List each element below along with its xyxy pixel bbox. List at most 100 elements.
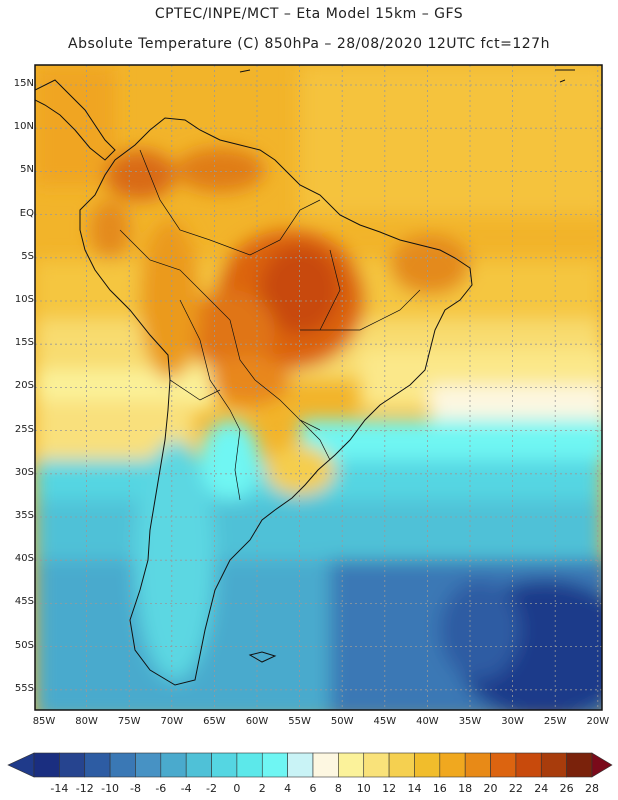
field-hot-venezuela [175,148,265,192]
lon-label: 25W [543,716,567,727]
colorbar-label: -8 [129,782,141,795]
lon-label: 75W [117,716,141,727]
colorbar-label: 28 [585,782,599,795]
lon-label: 80W [75,716,98,727]
colorbar-label: -2 [206,782,218,795]
temperature-field [35,65,602,710]
colorbar-label: -10 [101,782,120,795]
lon-label: 55W [288,716,311,727]
field-band-atl-25s [430,385,602,420]
colorbar-label: -12 [75,782,94,795]
colorbar-low-arrow [7,752,35,778]
colorbar-swatch [59,752,86,778]
colorbar-swatch [109,752,136,778]
colorbar-label: 10 [356,782,371,795]
chart-title-line1: CPTEC/INPE/MCT – Eta Model 15km – GFS [154,6,464,22]
chart-title-line2: Absolute Temperature (C) 850hPa – 28/08/… [68,36,550,52]
caribbean-islands [239,69,575,83]
lat-label: 50S [14,639,34,651]
field-hot-colombia [105,150,175,200]
lon-label: 70W [160,716,184,727]
colorbar-label: 12 [382,782,397,795]
lat-label: 45S [14,596,34,608]
lat-label: EQ [19,207,34,219]
lat-label: 30S [14,466,34,478]
lon-label: 20W [586,716,610,727]
colorbar-swatch [363,752,390,778]
colorbar-swatch [211,752,238,778]
lat-label: 5S [21,250,34,262]
colorbar-swatch [312,752,339,778]
lat-label: 55S [14,682,34,694]
central-america-coast [35,79,116,161]
colorbar-swatch [33,752,60,778]
colorbar-high-arrow [591,752,613,778]
lat-label: 15S [14,337,34,349]
colorbar-label: 22 [508,782,523,795]
colorbar-swatch [388,752,415,778]
lon-label: 40W [416,716,439,727]
coastlines [35,69,575,686]
colorbar-swatch [439,752,466,778]
field-atl-28s [300,420,602,460]
field-pampas-cool [200,420,260,500]
colorbar-label: 18 [458,782,473,795]
colorbar [7,752,613,778]
lat-label: 10N [13,121,34,133]
colorbar-swatch [287,752,314,778]
lon-label: 45W [373,716,397,727]
field-pacific-north [35,65,115,185]
colorbar-swatch [84,752,111,778]
falklands [248,651,277,663]
colorbar-label: 4 [284,782,292,795]
colorbar-label: 24 [534,782,549,795]
colorbar-label: 16 [432,782,447,795]
lon-label: 35W [458,716,482,727]
lat-label: 35S [14,510,34,521]
field-hot-ne-brazil [390,235,470,295]
lat-label: 10S [14,294,34,305]
colorbar-label: -4 [180,782,192,795]
field-warm-andes-east [140,220,200,380]
field-hot-paraguay [210,355,290,405]
lon-label: 65W [203,716,226,727]
colorbar-label: -6 [155,782,167,795]
colorbar-swatch [185,752,212,778]
country-borders [119,149,421,501]
south-america-coast [79,117,473,686]
colorbar-swatch [566,752,593,778]
field-hot-bolivia [185,290,275,370]
lat-label: 40S [14,553,34,565]
colorbar-swatch [160,752,187,778]
field-north-atlantic [300,65,602,215]
colorbar-swatch [338,752,365,778]
lat-label: 5N [20,164,34,176]
colorbar-swatch [261,752,288,778]
lat-label: 25S [14,423,34,435]
colorbar-swatch [490,752,517,778]
field-cold-core-west [440,580,520,680]
colorbar-swatch [464,752,491,778]
colorbar-label: 0 [233,782,241,795]
colorbar-label: 14 [407,782,422,795]
colorbar-swatch [540,752,567,778]
colorbar-swatch [515,752,542,778]
lon-label: 50W [330,716,354,727]
colorbar-swatch [135,752,162,778]
lat-label: 20S [14,380,34,392]
map-frame [34,64,603,711]
lon-label: 60W [245,716,269,727]
colorbar-label: 26 [559,782,574,795]
lon-label: 30W [501,716,524,727]
lon-label: 85W [32,716,56,727]
colorbar-label: 2 [258,782,266,795]
colorbar-label: 8 [334,782,342,795]
colorbar-swatch [414,752,441,778]
field-warm-ecuador [90,200,130,260]
colorbar-swatch [236,752,263,778]
colorbar-label: 6 [309,782,317,795]
lat-label: 15N [13,78,34,89]
colorbar-label: 20 [483,782,498,795]
colorbar-label: -14 [50,782,69,795]
